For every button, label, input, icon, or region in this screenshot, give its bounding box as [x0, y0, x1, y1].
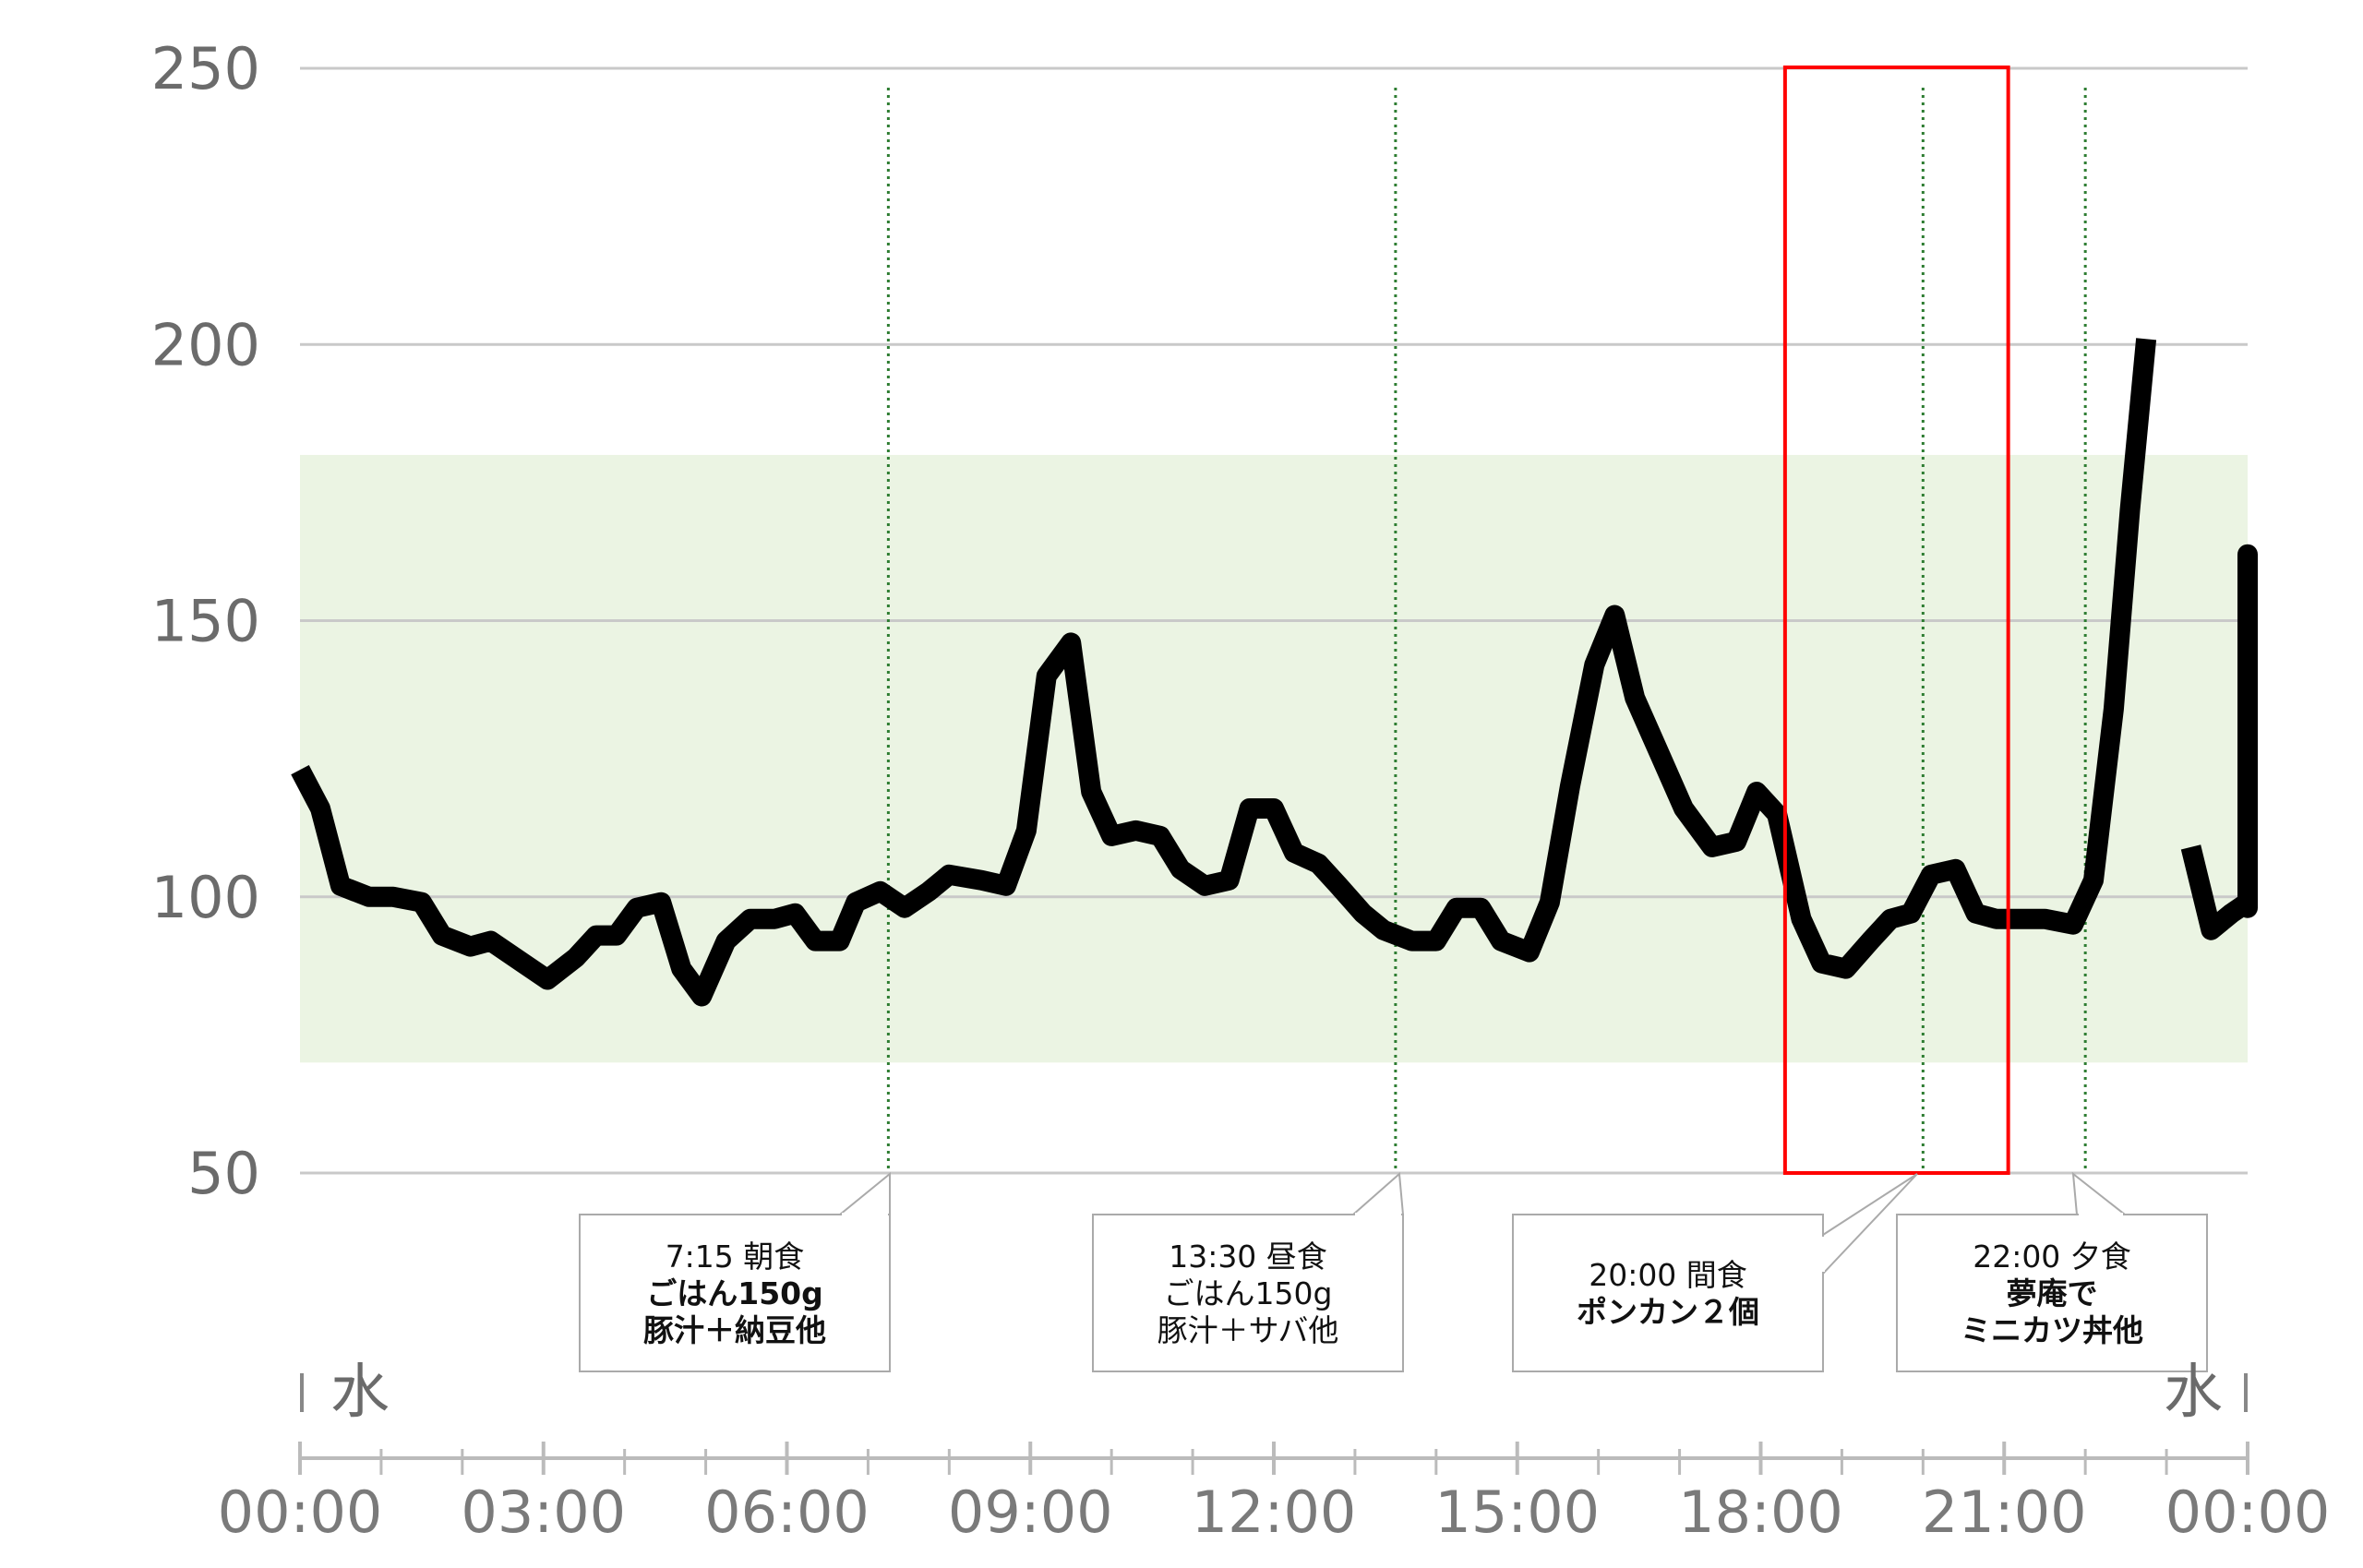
target-range-rect	[300, 454, 2248, 1063]
glucose-line-segment	[291, 338, 2157, 1007]
annotation-line: ごはん150g	[646, 1275, 823, 1311]
callout-box	[1092, 1214, 1404, 1372]
x-tick-label: 15:00	[1434, 1478, 1600, 1546]
day-label-start: 水	[330, 1359, 390, 1427]
x-tick-label: 09:00	[948, 1478, 1113, 1546]
callout-pointer	[2071, 1171, 2128, 1215]
x-tick-label: 03:00	[461, 1478, 626, 1546]
callout-box	[1512, 1214, 1824, 1372]
highlight-region	[1782, 66, 2010, 1175]
highlight-box	[1782, 66, 2010, 1175]
annotation-line: ミニカツ丼他	[1961, 1312, 2143, 1348]
y-axis-ticks: 250 200 150 100 50	[151, 35, 260, 1207]
glucose-line	[291, 338, 2258, 1007]
annotation-line: ごはん150g	[1164, 1275, 1333, 1311]
day-label-end: 水	[2164, 1359, 2223, 1427]
x-tick-label: 18:00	[1678, 1478, 1843, 1546]
annotation-line: 夢庵で	[2007, 1275, 2098, 1311]
callout-box	[579, 1214, 891, 1372]
x-tick-label: 21:00	[1922, 1478, 2087, 1546]
y-tick-label: 50	[187, 1140, 260, 1207]
annotation-line: 豚汁＋納豆他	[643, 1312, 826, 1348]
glucose-line-segment	[2180, 544, 2258, 940]
callout-pointer	[837, 1171, 891, 1215]
y-tick-label: 250	[151, 35, 260, 102]
x-tick-label: 12:00	[1192, 1478, 1357, 1546]
annotation-line: 豚汁＋サバ他	[1158, 1312, 1339, 1348]
callout-pointer	[1350, 1171, 1405, 1215]
x-axis: 00:00 03:00 06:00 09:00 12:00 15:00 18:00 21:00…	[218, 1359, 2331, 1546]
x-tick-label: 06:00	[704, 1478, 870, 1546]
x-tick-label: 00:00	[2165, 1478, 2331, 1546]
x-tick-label: 00:00	[218, 1478, 383, 1546]
callout-box	[1896, 1214, 2208, 1372]
y-tick-label: 150	[151, 588, 260, 655]
annotation-line: 7:15 朝食	[666, 1239, 805, 1275]
y-tick-label: 200	[151, 311, 260, 378]
annotation-line: 13:30 昼食	[1169, 1239, 1327, 1275]
annotation-line: ポンカン２個	[1577, 1294, 1759, 1330]
y-tick-label: 100	[151, 864, 260, 931]
target-range-band	[300, 454, 2248, 1063]
annotation-line: 22:00 夕食	[1973, 1239, 2131, 1275]
annotation-line: 20:00 間食	[1589, 1257, 1747, 1293]
